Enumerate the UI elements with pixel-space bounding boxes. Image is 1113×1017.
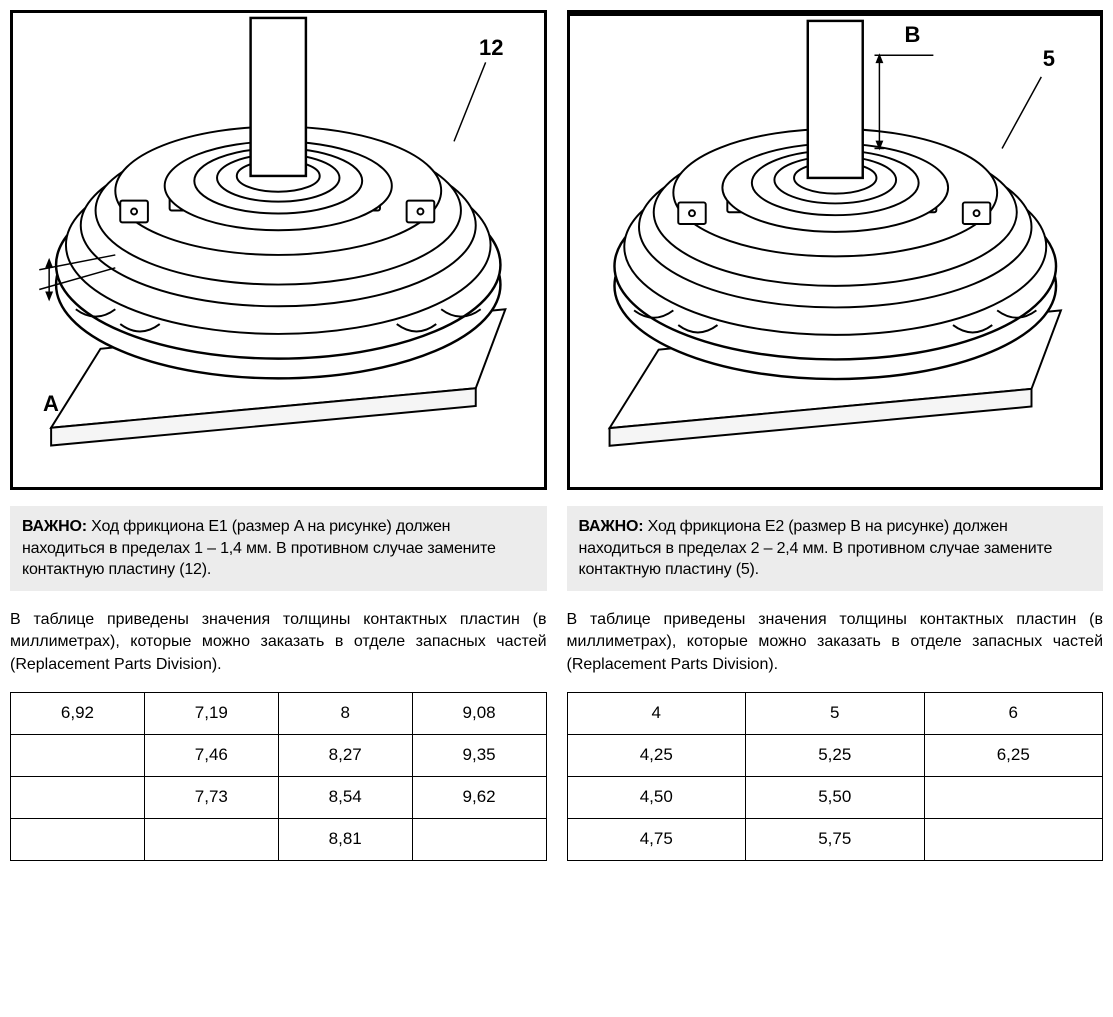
cell: 4,25: [567, 734, 746, 776]
cell: 8,54: [278, 776, 412, 818]
cell: 5,50: [746, 776, 925, 818]
desc-left: В таблице приведены значения толщины кон…: [10, 609, 547, 676]
table-row: 7,46 8,27 9,35: [11, 734, 547, 776]
important-text: Ход фрикциона E1 (размер A на рисунке) д…: [22, 518, 496, 578]
callout-a: A: [43, 391, 59, 417]
table-row: 4 5 6: [567, 692, 1103, 734]
callout-5: 5: [1043, 46, 1055, 72]
right-column: B 5 ВАЖНО: Ход фрикциона E2 (размер B на…: [567, 10, 1104, 861]
cell: 4,50: [567, 776, 746, 818]
cell: [144, 818, 278, 860]
figure-left: A 12: [10, 10, 547, 490]
table-row: 4,75 5,75: [567, 818, 1103, 860]
cell: 6: [924, 692, 1103, 734]
callout-b: B: [905, 22, 921, 48]
cell: 6,25: [924, 734, 1103, 776]
table-left: 6,92 7,19 8 9,08 7,46 8,27 9,35 7,73 8,5…: [10, 692, 547, 861]
cell: [924, 776, 1103, 818]
cell: 8,81: [278, 818, 412, 860]
cell: 6,92: [11, 692, 145, 734]
cell: 5,25: [746, 734, 925, 776]
cell: 5,75: [746, 818, 925, 860]
important-prefix: ВАЖНО:: [579, 518, 644, 535]
table-row: 4,25 5,25 6,25: [567, 734, 1103, 776]
cell: 8,27: [278, 734, 412, 776]
cell: [11, 776, 145, 818]
cell: [924, 818, 1103, 860]
cell: 7,46: [144, 734, 278, 776]
cell: 9,62: [412, 776, 546, 818]
callout-12: 12: [479, 35, 503, 61]
mech-drawing-left: [13, 13, 544, 487]
cell: 9,35: [412, 734, 546, 776]
important-note-left: ВАЖНО: Ход фрикциона E1 (размер A на рис…: [10, 506, 547, 591]
cell: [412, 818, 546, 860]
cell: 5: [746, 692, 925, 734]
desc-right: В таблице приведены значения толщины кон…: [567, 609, 1104, 676]
mech-drawing-right: [570, 16, 1101, 487]
cell: 7,19: [144, 692, 278, 734]
table-row: 8,81: [11, 818, 547, 860]
table-left-body: 6,92 7,19 8 9,08 7,46 8,27 9,35 7,73 8,5…: [11, 692, 547, 860]
cell: 8: [278, 692, 412, 734]
cell: [11, 818, 145, 860]
important-prefix: ВАЖНО:: [22, 518, 87, 535]
table-row: 4,50 5,50: [567, 776, 1103, 818]
table-row: 6,92 7,19 8 9,08: [11, 692, 547, 734]
table-right: 4 5 6 4,25 5,25 6,25 4,50 5,50 4,75 5,75: [567, 692, 1104, 861]
cell: 9,08: [412, 692, 546, 734]
cell: 4: [567, 692, 746, 734]
left-column: A 12 ВАЖНО: Ход фрикциона E1 (размер A н…: [10, 10, 547, 861]
cell: 7,73: [144, 776, 278, 818]
table-row: 7,73 8,54 9,62: [11, 776, 547, 818]
cell: 4,75: [567, 818, 746, 860]
cell: [11, 734, 145, 776]
important-text: Ход фрикциона E2 (размер B на рисунке) д…: [579, 518, 1053, 578]
table-right-body: 4 5 6 4,25 5,25 6,25 4,50 5,50 4,75 5,75: [567, 692, 1103, 860]
figure-right: B 5: [567, 10, 1104, 490]
important-note-right: ВАЖНО: Ход фрикциона E2 (размер B на рис…: [567, 506, 1104, 591]
